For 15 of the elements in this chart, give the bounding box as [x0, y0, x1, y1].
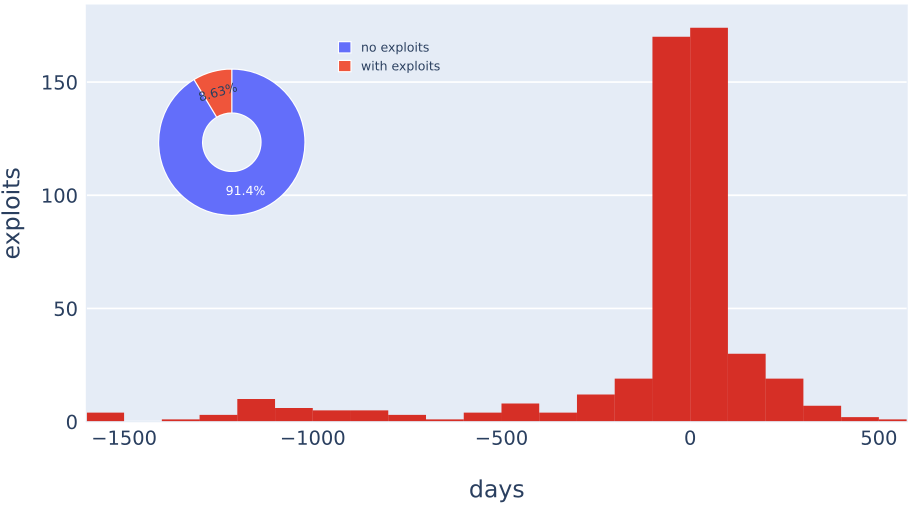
x-axis-title: days: [470, 479, 524, 502]
y-axis-title: exploits: [1, 168, 24, 258]
y-tick-label: 150: [43, 75, 77, 90]
y-tick-label: 100: [43, 188, 77, 203]
y-tick-label: 50: [54, 301, 77, 316]
x-tick-label: 500: [862, 430, 896, 446]
x-tick-label: −500: [476, 430, 527, 446]
x-tick-label: 0: [685, 430, 696, 446]
x-tick-label: −1500: [93, 430, 156, 446]
data-label: 91.4%: [226, 186, 265, 196]
legend-label: no exploits: [362, 42, 429, 54]
y-tick-label: 0: [66, 414, 77, 430]
legend-label: with exploits: [362, 60, 440, 73]
x-tick-label: −1000: [282, 430, 344, 446]
data-label: 8.63%: [198, 82, 238, 102]
